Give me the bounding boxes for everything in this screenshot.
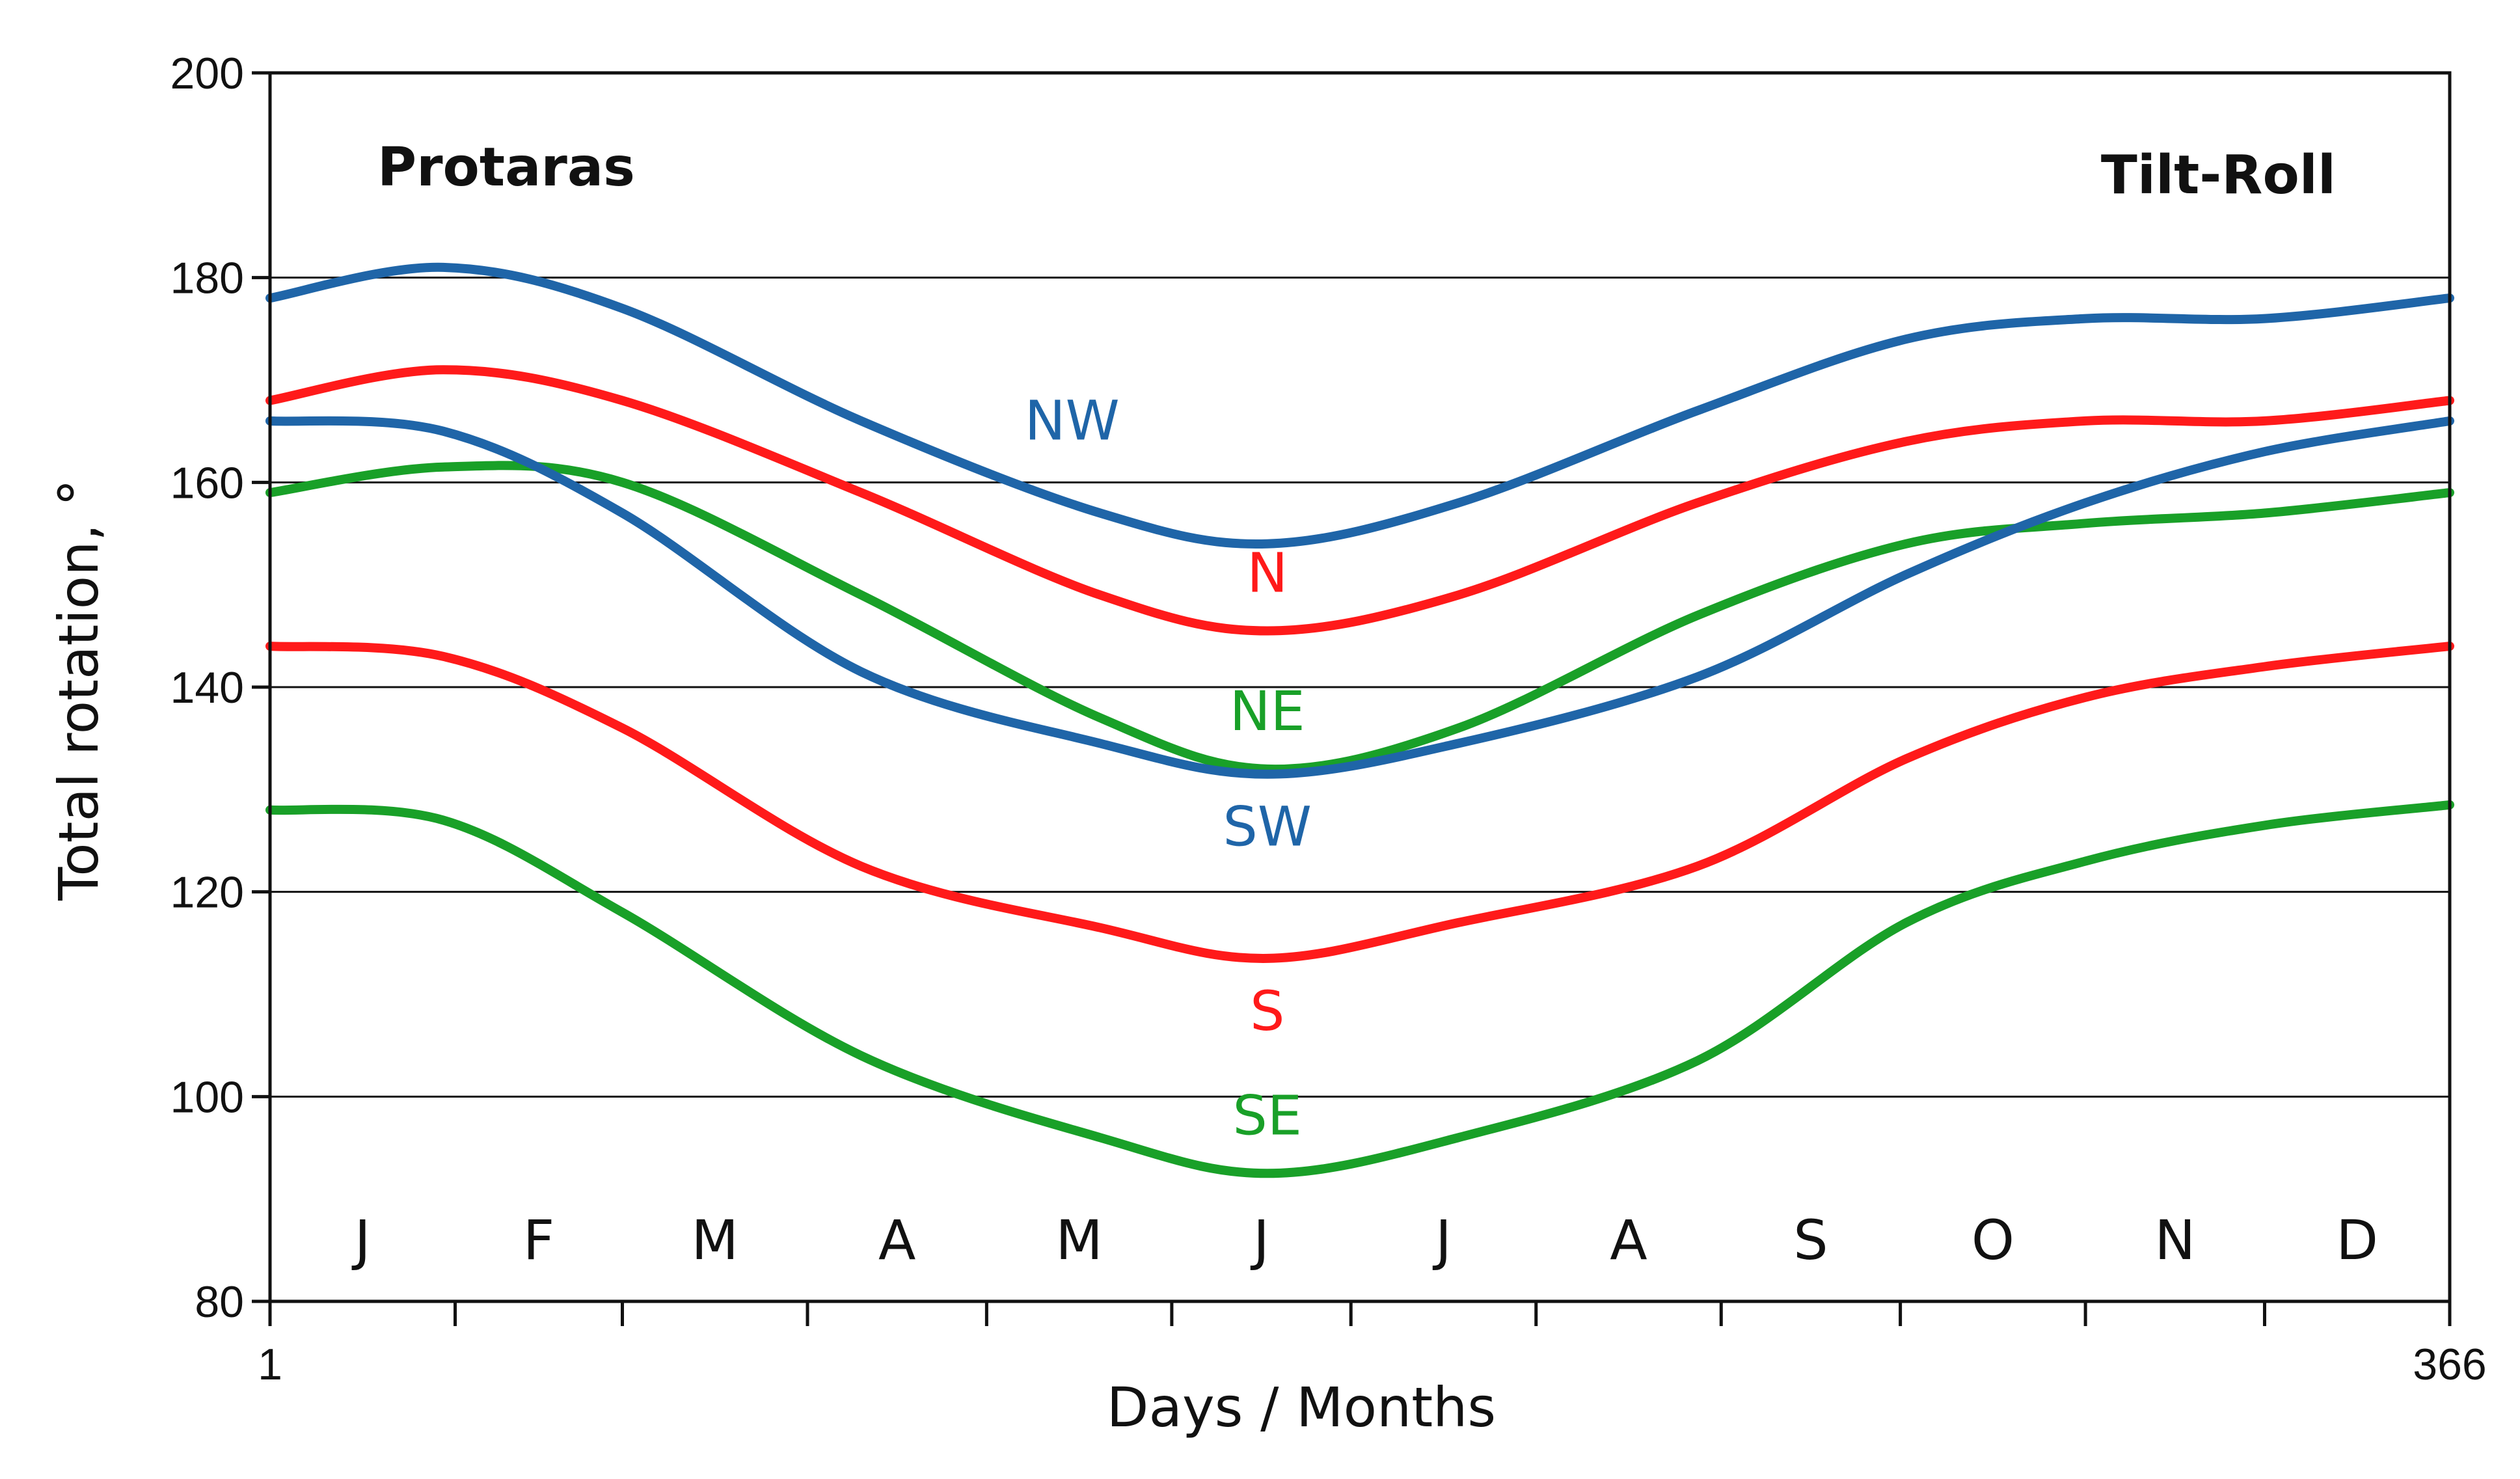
series-label-nw: NW <box>1025 389 1120 453</box>
month-label-8: A <box>1610 1208 1647 1272</box>
y-tick-label-160: 160 <box>170 458 244 508</box>
x-tick-label-end: 366 <box>2413 1340 2486 1389</box>
month-label-2: F <box>523 1208 554 1272</box>
series-label-se: SE <box>1233 1083 1302 1147</box>
y-tick-label-200: 200 <box>170 49 244 98</box>
y-tick-label-100: 100 <box>170 1072 244 1122</box>
chart-title: Protaras <box>377 137 635 198</box>
x-axis-title: Days / Months <box>1107 1376 1496 1439</box>
series-line-n <box>265 365 2454 636</box>
month-label-7: J <box>1432 1208 1452 1272</box>
y-tick-label-180: 180 <box>170 254 244 303</box>
y-tick-label-120: 120 <box>170 868 244 917</box>
month-label-12: D <box>2336 1208 2378 1272</box>
month-label-3: M <box>692 1208 738 1272</box>
month-label-9: S <box>1793 1208 1828 1272</box>
series-label-sw: SW <box>1223 795 1312 859</box>
series-labels: NW N NE SW S SE <box>1025 389 1312 1148</box>
axes: 80 100 120 140 160 180 200 J F M A M J J A S O N D 1 366 <box>170 49 2487 1389</box>
series-line-s <box>265 642 2454 963</box>
chart-subtitle: Tilt-Roll <box>2101 144 2336 206</box>
month-label-1: J <box>351 1208 371 1272</box>
series-label-s: S <box>1250 979 1284 1043</box>
series-lines <box>265 262 2454 1178</box>
month-label-11: N <box>2154 1208 2195 1272</box>
month-label-10: O <box>1971 1208 2014 1272</box>
series-line-se <box>265 800 2454 1178</box>
y-axis-title: Total rotation, ° <box>47 479 111 901</box>
series-label-ne: NE <box>1230 679 1305 743</box>
y-tick-label-140: 140 <box>170 663 244 712</box>
x-tick-label-start: 1 <box>258 1340 282 1389</box>
month-label-4: A <box>878 1208 915 1272</box>
series-label-n: N <box>1247 541 1288 604</box>
series-line-ne <box>265 461 2454 774</box>
y-tick-label-80: 80 <box>195 1277 244 1327</box>
month-label-6: J <box>1250 1208 1269 1272</box>
series-line-sw <box>265 416 2454 779</box>
series-line-nw <box>265 262 2454 549</box>
month-label-5: M <box>1055 1208 1102 1272</box>
